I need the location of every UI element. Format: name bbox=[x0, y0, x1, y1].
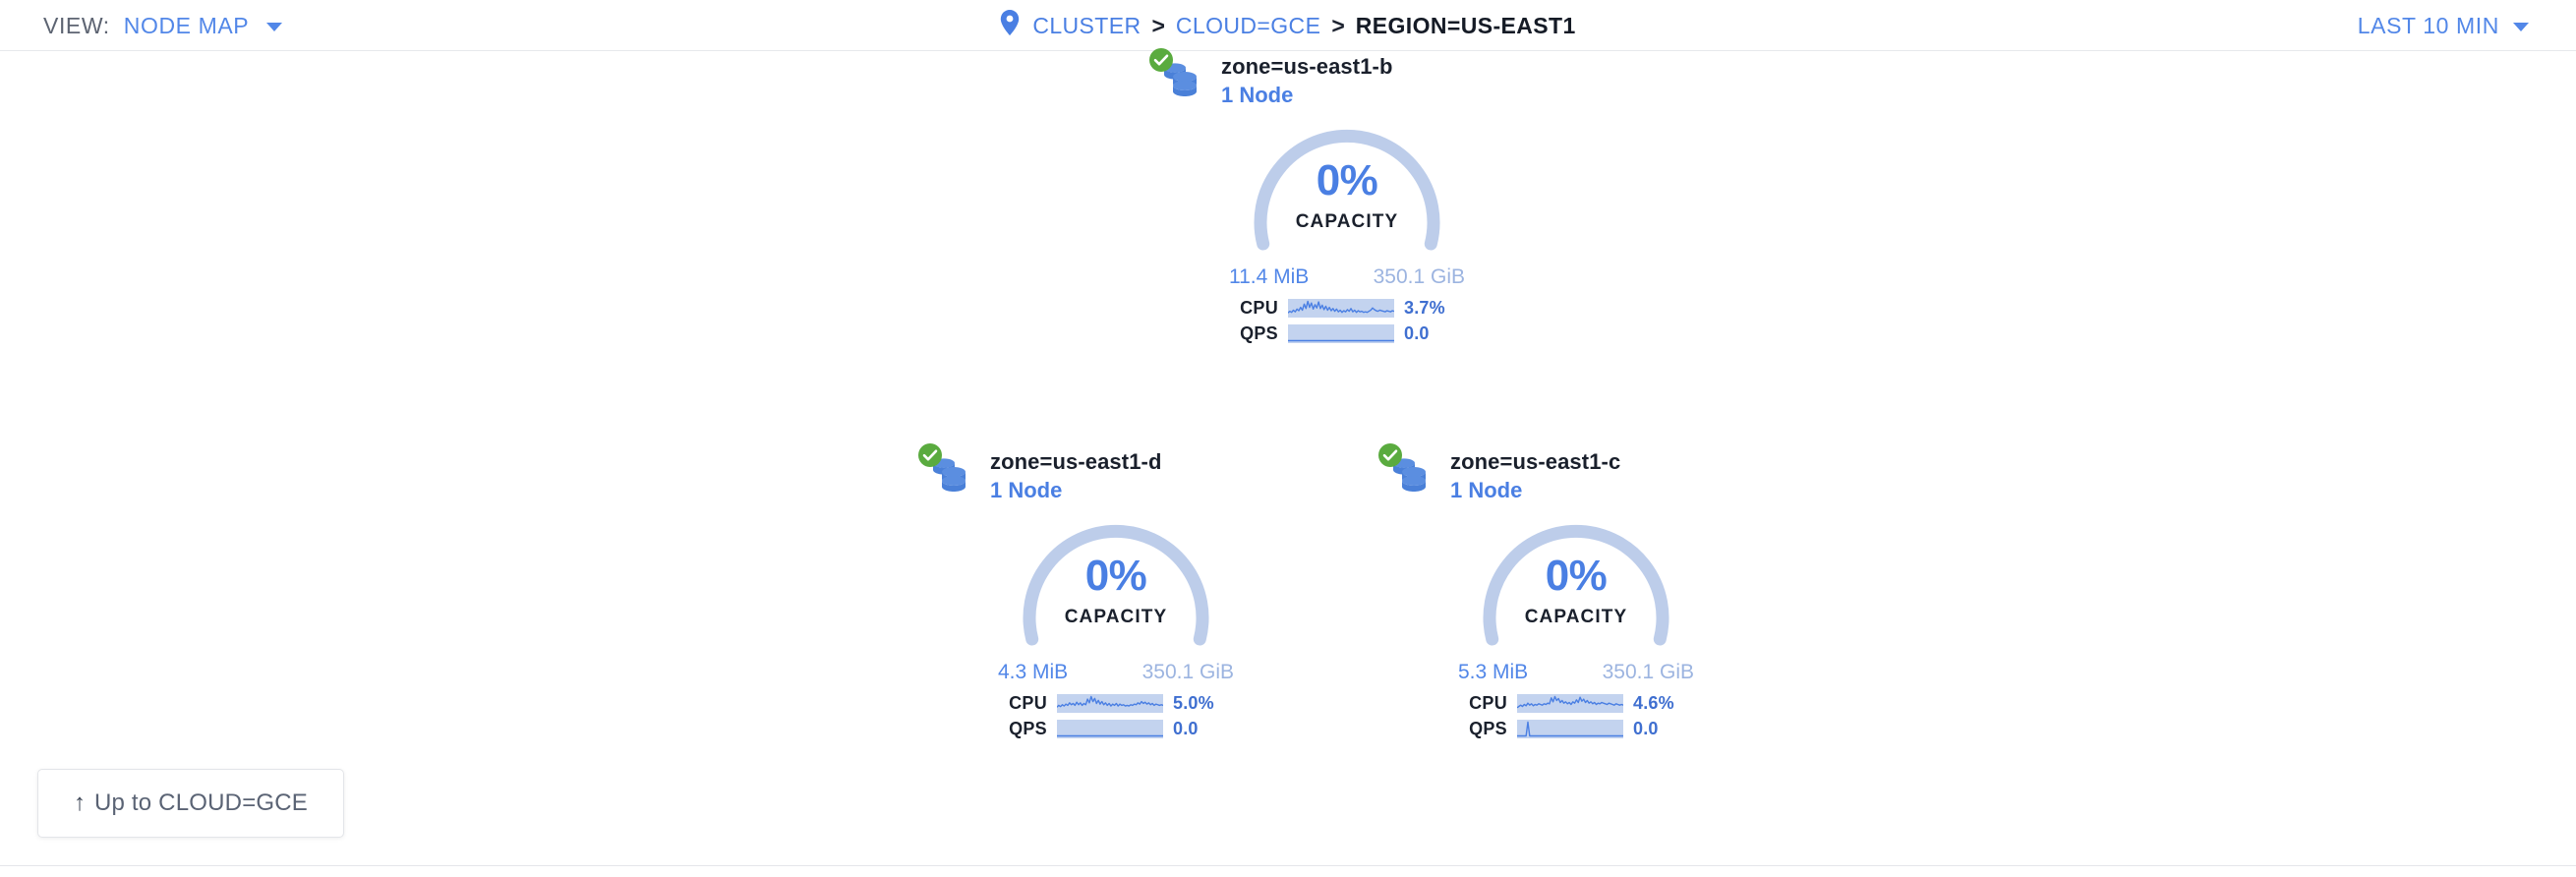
node-name: zone=us-east1-c bbox=[1450, 449, 1621, 474]
cpu-sparkline bbox=[1057, 693, 1163, 713]
breadcrumb: CLUSTER > CLOUD=GCE > REGION=US-EAST1 bbox=[0, 0, 2576, 51]
metric-row-qps: QPS 0.0 bbox=[1004, 716, 1228, 741]
chevron-down-icon[interactable] bbox=[2513, 23, 2529, 31]
view-selector-value[interactable]: NODE MAP bbox=[123, 12, 250, 38]
node-map-canvas: zone=us-east1-b 1 Node 0% CAPACITY 11.4 … bbox=[0, 48, 2576, 865]
node-count[interactable]: 1 Node bbox=[990, 477, 1063, 502]
node-card-header: zone=us-east1-c 1 Node bbox=[1378, 443, 1783, 505]
node-icon-wrapper bbox=[918, 443, 976, 498]
capacity-percent: 0% bbox=[1316, 156, 1378, 205]
time-range-selector[interactable]: LAST 10 MIN bbox=[2358, 0, 2529, 51]
capacity-gauge: 0% CAPACITY bbox=[1249, 124, 1445, 262]
capacity-gauge: 0% CAPACITY bbox=[1018, 519, 1214, 657]
database-stack-icon bbox=[929, 454, 968, 498]
node-count[interactable]: 1 Node bbox=[1221, 82, 1294, 107]
up-to-parent-label: Up to CLOUD=GCE bbox=[93, 789, 309, 816]
node-icon-wrapper bbox=[1378, 443, 1436, 496]
time-range-value[interactable]: LAST 10 MIN bbox=[2357, 12, 2499, 38]
metric-row-cpu: CPU 3.7% bbox=[1235, 295, 1459, 321]
node-metrics: CPU 3.7% QPS 0.0 bbox=[1235, 295, 1459, 346]
capacity-gauge-text: 0% CAPACITY bbox=[1478, 555, 1674, 628]
node-card-zone-us-east1-c[interactable]: zone=us-east1-c 1 Node 0% CAPACITY 5.3 M… bbox=[1370, 443, 1783, 741]
metric-row-qps: QPS 0.0 bbox=[1464, 716, 1688, 741]
metric-value: 4.6% bbox=[1633, 692, 1674, 713]
metric-label: CPU bbox=[1240, 297, 1278, 318]
check-circle-icon bbox=[917, 442, 943, 468]
capacity-values-row: 4.3 MiB 350.1 GiB bbox=[998, 661, 1234, 684]
node-title-block: zone=us-east1-c 1 Node bbox=[1450, 446, 1620, 505]
metric-label: CPU bbox=[1469, 692, 1507, 713]
metric-label: QPS bbox=[1009, 718, 1047, 738]
view-selector[interactable]: VIEW: NODE MAP bbox=[43, 0, 283, 51]
page-bottom-divider bbox=[0, 865, 2576, 866]
metric-value: 0.0 bbox=[1633, 718, 1659, 738]
check-circle-icon bbox=[1377, 442, 1403, 468]
node-metrics: CPU 4.6% QPS 0.0 bbox=[1464, 690, 1688, 741]
node-card-header: zone=us-east1-d 1 Node bbox=[918, 443, 1322, 505]
capacity-used: 5.3 MiB bbox=[1458, 661, 1529, 684]
metric-value: 3.7% bbox=[1404, 297, 1445, 318]
capacity-label: CAPACITY bbox=[1295, 211, 1399, 233]
capacity-gauge-text: 0% CAPACITY bbox=[1249, 159, 1445, 233]
capacity-label: CAPACITY bbox=[1064, 607, 1168, 628]
view-label: VIEW: bbox=[43, 12, 110, 38]
metric-row-qps: QPS 0.0 bbox=[1235, 321, 1459, 346]
metric-row-cpu: CPU 4.6% bbox=[1464, 690, 1688, 716]
node-card-zone-us-east1-b[interactable]: zone=us-east1-b 1 Node 0% CAPACITY 11.4 … bbox=[1141, 48, 1553, 346]
capacity-percent: 0% bbox=[1084, 552, 1147, 601]
up-to-parent-button[interactable]: ↑ Up to CLOUD=GCE bbox=[37, 769, 344, 838]
capacity-gauge: 0% CAPACITY bbox=[1478, 519, 1674, 657]
node-name: zone=us-east1-b bbox=[1221, 54, 1393, 79]
capacity-values-row: 11.4 MiB 350.1 GiB bbox=[1229, 265, 1465, 289]
capacity-gauge-text: 0% CAPACITY bbox=[1018, 555, 1214, 628]
breadcrumb-item-cluster[interactable]: CLUSTER bbox=[1032, 12, 1142, 38]
breadcrumb-item-cloud[interactable]: CLOUD=GCE bbox=[1175, 12, 1321, 38]
node-count[interactable]: 1 Node bbox=[1450, 477, 1523, 502]
metric-value: 0.0 bbox=[1173, 718, 1199, 738]
capacity-label: CAPACITY bbox=[1524, 607, 1628, 628]
cpu-sparkline bbox=[1288, 298, 1394, 318]
node-title-block: zone=us-east1-d 1 Node bbox=[990, 446, 1162, 505]
chevron-down-icon[interactable] bbox=[266, 23, 283, 31]
cpu-sparkline bbox=[1517, 693, 1623, 713]
check-circle-icon bbox=[1148, 47, 1174, 73]
node-card-zone-us-east1-d[interactable]: zone=us-east1-d 1 Node 0% CAPACITY 4.3 M… bbox=[909, 443, 1322, 741]
breadcrumb-separator: > bbox=[1151, 12, 1165, 38]
arrow-up-icon: ↑ bbox=[73, 789, 86, 816]
capacity-total: 350.1 GiB bbox=[1602, 661, 1694, 684]
qps-sparkline bbox=[1517, 719, 1623, 738]
capacity-total: 350.1 GiB bbox=[1373, 265, 1465, 289]
top-toolbar: VIEW: NODE MAP CLUSTER > CLOUD=GCE > REG… bbox=[0, 0, 2576, 51]
metric-row-cpu: CPU 5.0% bbox=[1004, 690, 1228, 716]
capacity-used: 11.4 MiB bbox=[1229, 265, 1310, 289]
node-title-block: zone=us-east1-b 1 Node bbox=[1221, 51, 1393, 110]
metric-value: 5.0% bbox=[1173, 692, 1214, 713]
map-pin-icon bbox=[1000, 9, 1020, 40]
database-stack-icon bbox=[1160, 59, 1200, 103]
breadcrumb-item-region-current: REGION=US-EAST1 bbox=[1355, 12, 1576, 38]
capacity-used: 4.3 MiB bbox=[998, 661, 1069, 684]
node-name: zone=us-east1-d bbox=[990, 449, 1162, 474]
metric-value: 0.0 bbox=[1404, 322, 1430, 343]
metric-label: QPS bbox=[1469, 718, 1507, 738]
metric-label: CPU bbox=[1009, 692, 1047, 713]
capacity-total: 350.1 GiB bbox=[1142, 661, 1234, 684]
metric-label: QPS bbox=[1240, 322, 1278, 343]
qps-sparkline bbox=[1057, 719, 1163, 738]
node-metrics: CPU 5.0% QPS 0.0 bbox=[1004, 690, 1228, 741]
node-icon-wrapper bbox=[1149, 48, 1207, 103]
capacity-percent: 0% bbox=[1545, 552, 1608, 601]
qps-sparkline bbox=[1288, 323, 1394, 343]
node-card-header: zone=us-east1-b 1 Node bbox=[1149, 48, 1553, 110]
breadcrumb-separator: > bbox=[1331, 12, 1345, 38]
capacity-values-row: 5.3 MiB 350.1 GiB bbox=[1458, 661, 1694, 684]
